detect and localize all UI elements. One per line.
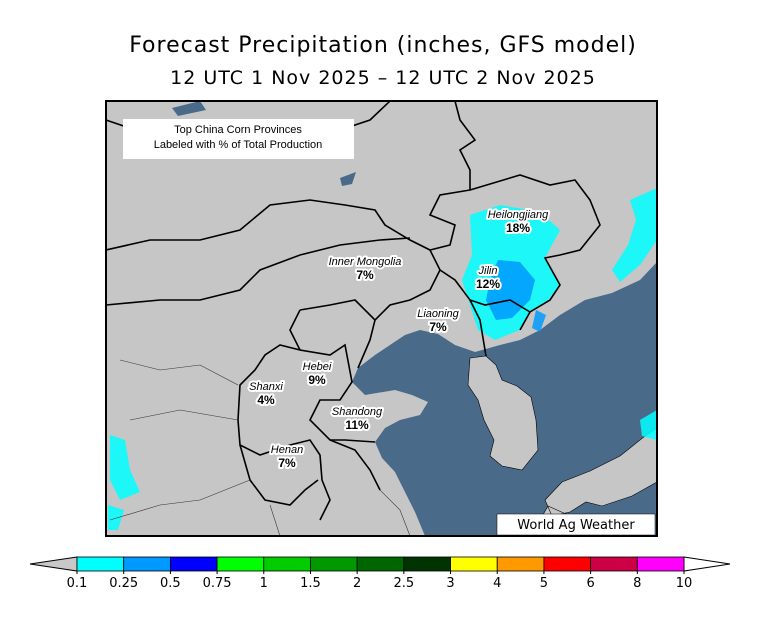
- province-name: Henan: [271, 444, 303, 456]
- province-name: Jilin: [478, 265, 498, 277]
- province-share: 12%: [476, 277, 500, 291]
- province-share: 9%: [308, 373, 326, 387]
- colorbar-tick-label: 10: [676, 576, 693, 591]
- province-share: 11%: [345, 418, 369, 432]
- colorbar-bin: [450, 556, 498, 572]
- colorbar-bin: [636, 556, 685, 572]
- credit-box: [496, 513, 656, 536]
- colorbar-bin: [543, 556, 592, 572]
- colorbar-over: [683, 556, 731, 572]
- colorbar-bin: [216, 556, 265, 572]
- colorbar-bin: [310, 556, 358, 572]
- subtitle: 12 UTC 1 Nov 2025 – 12 UTC 2 Nov 2025: [170, 67, 596, 89]
- colorbar-tick-label: 0.5: [160, 576, 181, 591]
- title: Forecast Precipitation (inches, GFS mode…: [129, 33, 637, 58]
- colorbar-tick-label: 2: [353, 576, 361, 591]
- colorbar-bin: [169, 556, 218, 572]
- colorbar-bin: [356, 556, 405, 572]
- province-share: 7%: [278, 456, 296, 470]
- province-share: 7%: [429, 320, 447, 334]
- colorbar-bin: [403, 556, 451, 572]
- province-name: Shandong: [332, 406, 383, 418]
- map-frame: [105, 100, 658, 537]
- note-line: Top China Corn Provinces: [174, 124, 302, 136]
- note-line: Labeled with % of Total Production: [154, 139, 323, 151]
- colorbar-under: [29, 556, 78, 572]
- colorbar: 0.1 0.25 0.5 0.75 1 1.5 2 2.5 3 4 5 6 8 10: [29, 556, 731, 591]
- colorbar-tick-label: 0.75: [203, 576, 232, 591]
- credit: World Ag Weather: [517, 518, 635, 533]
- colorbar-tick-label: 3: [446, 576, 454, 591]
- colorbar-tick-label: 1: [260, 576, 268, 591]
- colorbar-bin: [263, 556, 311, 572]
- precip-moderate: [486, 260, 546, 332]
- province-name: Inner Mongolia: [329, 256, 402, 268]
- province-name: Liaoning: [417, 308, 459, 320]
- colorbar-tick-label: 8: [633, 576, 641, 591]
- lakes: [172, 101, 356, 186]
- province-share: 18%: [506, 221, 530, 235]
- colorbar-tick-label: 6: [586, 576, 594, 591]
- colorbar-tick-label: 0.1: [67, 576, 88, 591]
- korea: [467, 355, 539, 471]
- province-name: Heilongjiang: [488, 209, 549, 221]
- colorbar-tick-label: 4: [493, 576, 501, 591]
- map: [106, 101, 657, 536]
- colorbar-bin: [123, 556, 171, 572]
- province-name: Hebei: [303, 361, 332, 373]
- province-share: 4%: [257, 393, 275, 407]
- note-box: [123, 119, 354, 159]
- colorbar-tick-label: 5: [540, 576, 548, 591]
- colorbar-tick-label: 0.25: [109, 576, 138, 591]
- colorbar-bin: [496, 556, 545, 572]
- colorbar-tick-label: 2.5: [394, 576, 415, 591]
- province-name: Shanxi: [249, 381, 283, 393]
- province-share: 7%: [356, 268, 374, 282]
- colorbar-tick-label: 1.5: [300, 576, 321, 591]
- colorbar-bin: [76, 556, 125, 572]
- colorbar-bin: [590, 556, 638, 572]
